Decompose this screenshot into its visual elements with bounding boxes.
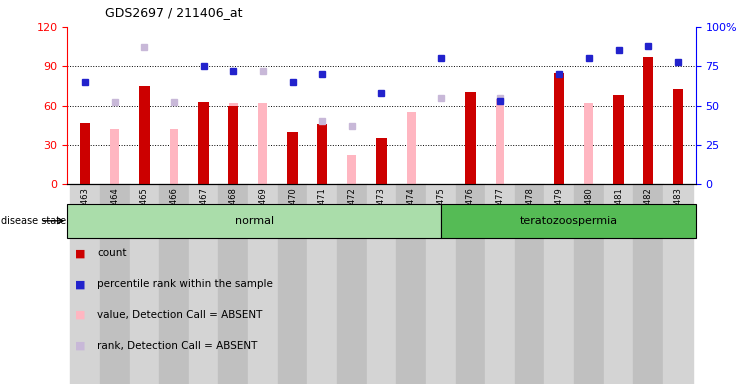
Bar bbox=[278, 184, 307, 384]
Bar bbox=[554, 73, 565, 184]
Text: ■: ■ bbox=[75, 310, 85, 320]
Bar bbox=[129, 184, 159, 384]
Bar bbox=[574, 184, 604, 384]
Text: ■: ■ bbox=[75, 341, 85, 351]
Bar bbox=[496, 99, 504, 184]
Bar bbox=[248, 184, 278, 384]
Bar bbox=[376, 138, 387, 184]
Text: percentile rank within the sample: percentile rank within the sample bbox=[97, 279, 273, 289]
Bar bbox=[110, 129, 119, 184]
Text: rank, Detection Call = ABSENT: rank, Detection Call = ABSENT bbox=[97, 341, 257, 351]
Bar bbox=[139, 86, 150, 184]
Bar bbox=[584, 103, 593, 184]
Bar bbox=[634, 184, 663, 384]
Bar bbox=[140, 86, 149, 184]
Text: teratozoospermia: teratozoospermia bbox=[519, 216, 618, 226]
Bar bbox=[643, 57, 654, 184]
Bar bbox=[465, 93, 476, 184]
Bar bbox=[159, 184, 188, 384]
Bar bbox=[672, 89, 683, 184]
Bar bbox=[218, 184, 248, 384]
Text: GDS2697 / 211406_at: GDS2697 / 211406_at bbox=[105, 6, 242, 19]
Bar bbox=[367, 184, 396, 384]
Text: value, Detection Call = ABSENT: value, Detection Call = ABSENT bbox=[97, 310, 263, 320]
Text: disease state: disease state bbox=[1, 216, 66, 226]
Bar bbox=[188, 184, 218, 384]
Bar bbox=[663, 184, 693, 384]
Bar bbox=[229, 103, 238, 184]
Bar bbox=[347, 156, 356, 184]
Bar bbox=[604, 184, 634, 384]
Bar bbox=[307, 184, 337, 384]
Bar bbox=[198, 102, 209, 184]
Bar bbox=[426, 184, 456, 384]
Bar bbox=[396, 184, 426, 384]
Text: count: count bbox=[97, 248, 126, 258]
Bar bbox=[228, 106, 239, 184]
Bar bbox=[287, 132, 298, 184]
Bar bbox=[100, 184, 129, 384]
Bar bbox=[407, 112, 416, 184]
Bar bbox=[170, 129, 179, 184]
Bar bbox=[545, 184, 574, 384]
Bar bbox=[259, 103, 267, 184]
Bar bbox=[515, 184, 545, 384]
Bar bbox=[441, 204, 696, 238]
Bar bbox=[456, 184, 485, 384]
Bar bbox=[70, 184, 100, 384]
Bar bbox=[80, 122, 91, 184]
Bar bbox=[67, 204, 441, 238]
Text: ■: ■ bbox=[75, 248, 85, 258]
Text: normal: normal bbox=[235, 216, 274, 226]
Bar bbox=[485, 184, 515, 384]
Bar bbox=[613, 95, 624, 184]
Bar bbox=[317, 124, 328, 184]
Bar bbox=[337, 184, 367, 384]
Text: ■: ■ bbox=[75, 279, 85, 289]
